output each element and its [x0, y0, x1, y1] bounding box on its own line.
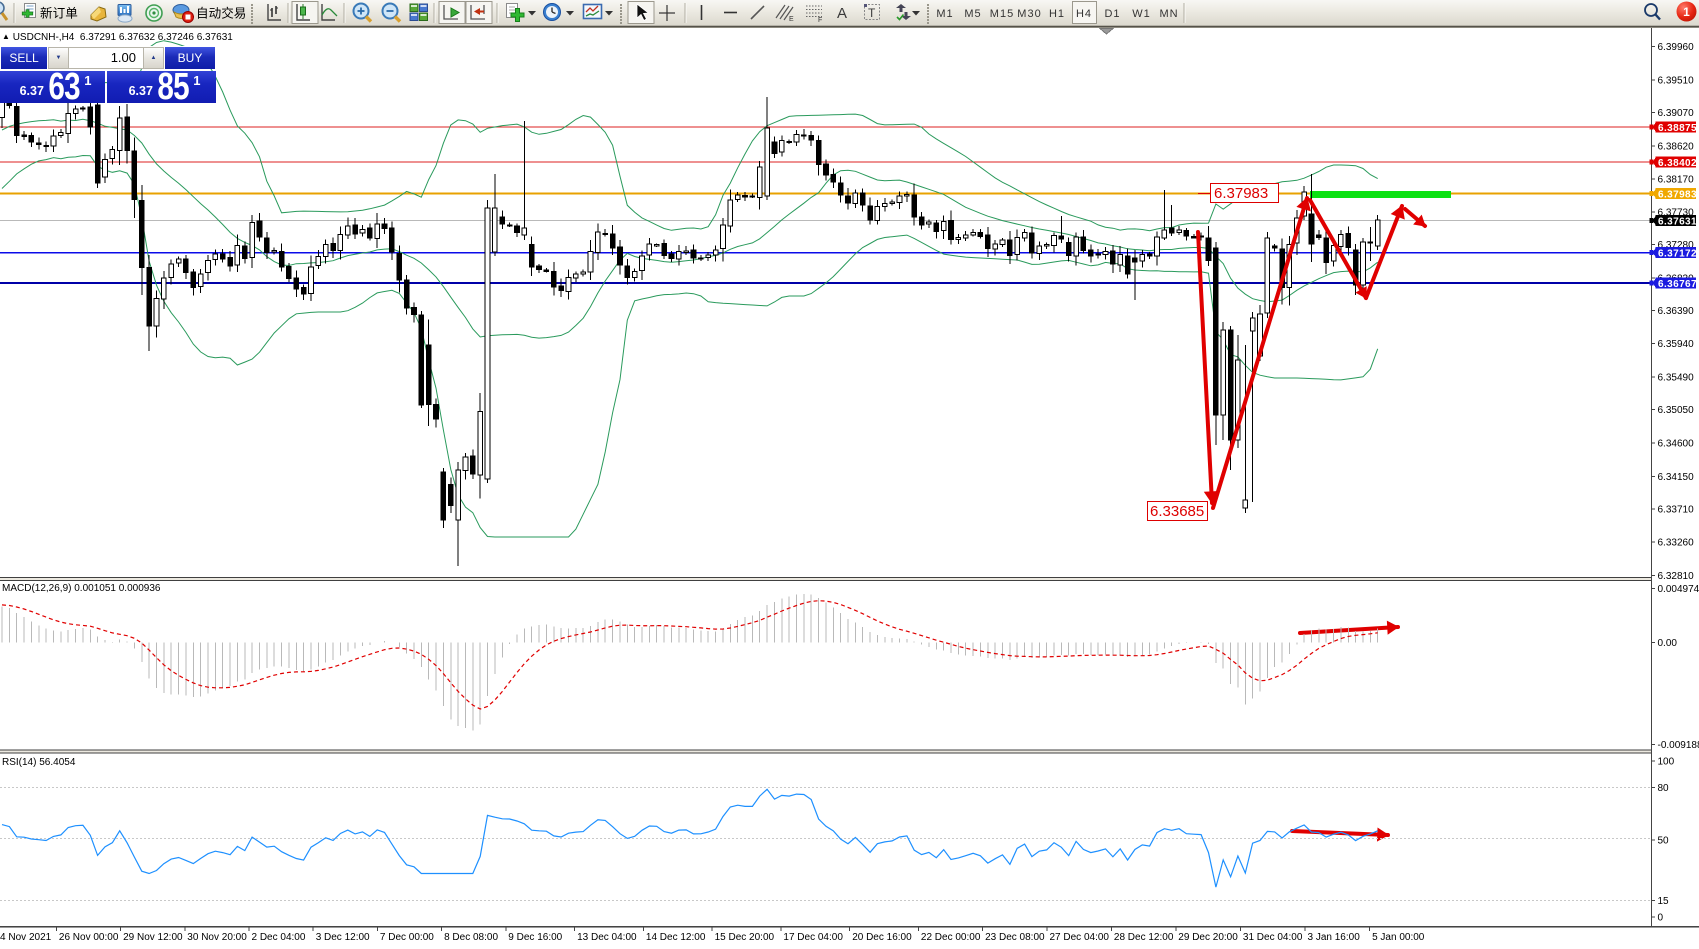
svg-text:RSI(14) 56.4054: RSI(14) 56.4054	[2, 757, 76, 768]
svg-text:28 Dec 12:00: 28 Dec 12:00	[1114, 932, 1174, 943]
svg-text:22 Dec 00:00: 22 Dec 00:00	[921, 932, 981, 943]
svg-text:30 Nov 20:00: 30 Nov 20:00	[187, 932, 247, 943]
svg-text:6.34150: 6.34150	[1658, 472, 1695, 483]
svg-text:6.37631: 6.37631	[1658, 216, 1697, 227]
svg-text:13 Dec 04:00: 13 Dec 04:00	[577, 932, 637, 943]
svg-text:20 Dec 16:00: 20 Dec 16:00	[852, 932, 912, 943]
svg-text:自动交易: 自动交易	[196, 6, 246, 21]
svg-text:80: 80	[1658, 783, 1670, 794]
svg-text:26 Nov 00:00: 26 Nov 00:00	[59, 932, 119, 943]
svg-text:H4: H4	[1076, 8, 1092, 20]
svg-text:F: F	[818, 17, 822, 24]
svg-text:6.37983: 6.37983	[1658, 189, 1697, 200]
svg-text:100: 100	[1658, 757, 1675, 768]
svg-text:6.38875: 6.38875	[1658, 123, 1697, 134]
svg-text:6.35940: 6.35940	[1658, 339, 1695, 350]
svg-text:5 Jan 00:00: 5 Jan 00:00	[1372, 932, 1425, 943]
svg-text:6.37172: 6.37172	[1658, 248, 1697, 259]
svg-text:T: T	[868, 6, 876, 20]
svg-text:15 Dec 20:00: 15 Dec 20:00	[715, 932, 775, 943]
svg-text:MN: MN	[1159, 8, 1178, 20]
svg-text:6.39070: 6.39070	[1658, 108, 1695, 119]
svg-text:6.35050: 6.35050	[1658, 405, 1695, 416]
svg-text:6.38402: 6.38402	[1658, 158, 1697, 169]
svg-text:E: E	[789, 16, 794, 23]
svg-text:MACD(12,26,9) 0.001051 0.00093: MACD(12,26,9) 0.001051 0.000936	[2, 583, 161, 594]
svg-text:0.00: 0.00	[1658, 638, 1678, 649]
svg-text:0: 0	[1658, 913, 1664, 924]
svg-text:7 Dec 00:00: 7 Dec 00:00	[380, 932, 434, 943]
svg-text:14 Dec 12:00: 14 Dec 12:00	[646, 932, 706, 943]
svg-text:D1: D1	[1104, 8, 1120, 20]
svg-text:-0.009188: -0.009188	[1658, 740, 1699, 751]
svg-text:W1: W1	[1132, 8, 1151, 20]
svg-text:2 Dec 04:00: 2 Dec 04:00	[252, 932, 306, 943]
svg-text:29 Dec 20:00: 29 Dec 20:00	[1178, 932, 1238, 943]
svg-text:24 Nov 2021: 24 Nov 2021	[0, 932, 52, 943]
svg-text:6.35490: 6.35490	[1658, 373, 1695, 384]
svg-text:6.38170: 6.38170	[1658, 175, 1695, 186]
svg-text:15: 15	[1658, 896, 1670, 907]
svg-text:H1: H1	[1049, 8, 1065, 20]
svg-text:6.33260: 6.33260	[1658, 538, 1695, 549]
svg-text:27 Dec 04:00: 27 Dec 04:00	[1050, 932, 1110, 943]
svg-text:23 Dec 08:00: 23 Dec 08:00	[985, 932, 1045, 943]
svg-text:M15: M15	[990, 8, 1014, 20]
svg-text:9 Dec 16:00: 9 Dec 16:00	[508, 932, 562, 943]
svg-text:17 Dec 04:00: 17 Dec 04:00	[783, 932, 843, 943]
svg-text:6.39510: 6.39510	[1658, 76, 1695, 87]
svg-text:3 Jan 16:00: 3 Jan 16:00	[1308, 932, 1361, 943]
svg-text:0.004974: 0.004974	[1658, 584, 1699, 595]
svg-text:6.36767: 6.36767	[1658, 279, 1697, 290]
svg-text:6.38620: 6.38620	[1658, 141, 1695, 152]
svg-text:M1: M1	[936, 8, 953, 20]
svg-text:6.33685: 6.33685	[1150, 503, 1204, 520]
svg-text:6.37983: 6.37983	[1214, 185, 1268, 202]
svg-text:6.36390: 6.36390	[1658, 306, 1695, 317]
svg-text:M5: M5	[964, 8, 981, 20]
svg-text:3 Dec 12:00: 3 Dec 12:00	[316, 932, 370, 943]
svg-text:8 Dec 08:00: 8 Dec 08:00	[444, 932, 498, 943]
svg-text:50: 50	[1658, 836, 1670, 847]
svg-text:6.39960: 6.39960	[1658, 42, 1695, 53]
svg-text:29 Nov 12:00: 29 Nov 12:00	[123, 932, 183, 943]
svg-text:1: 1	[1683, 5, 1690, 19]
svg-text:6.32810: 6.32810	[1658, 571, 1695, 582]
svg-text:6.33710: 6.33710	[1658, 504, 1695, 515]
svg-text:新订单: 新订单	[40, 6, 78, 21]
svg-text:M30: M30	[1017, 8, 1041, 20]
svg-text:A: A	[837, 5, 847, 22]
svg-text:6.34600: 6.34600	[1658, 439, 1695, 450]
svg-text:31 Dec 04:00: 31 Dec 04:00	[1243, 932, 1303, 943]
